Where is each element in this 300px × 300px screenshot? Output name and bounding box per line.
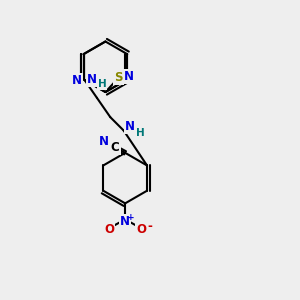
Text: S: S xyxy=(114,71,123,84)
Text: -: - xyxy=(148,220,153,233)
Text: H: H xyxy=(136,128,144,138)
Text: N: N xyxy=(87,73,97,86)
Text: +: + xyxy=(127,213,134,222)
Text: N: N xyxy=(124,121,135,134)
Text: N: N xyxy=(99,135,109,148)
Text: N: N xyxy=(120,215,130,228)
Text: H: H xyxy=(98,79,106,89)
Text: N: N xyxy=(72,74,82,86)
Text: O: O xyxy=(136,223,146,236)
Text: C: C xyxy=(111,141,120,154)
Text: N: N xyxy=(124,70,134,83)
Text: O: O xyxy=(104,223,114,236)
